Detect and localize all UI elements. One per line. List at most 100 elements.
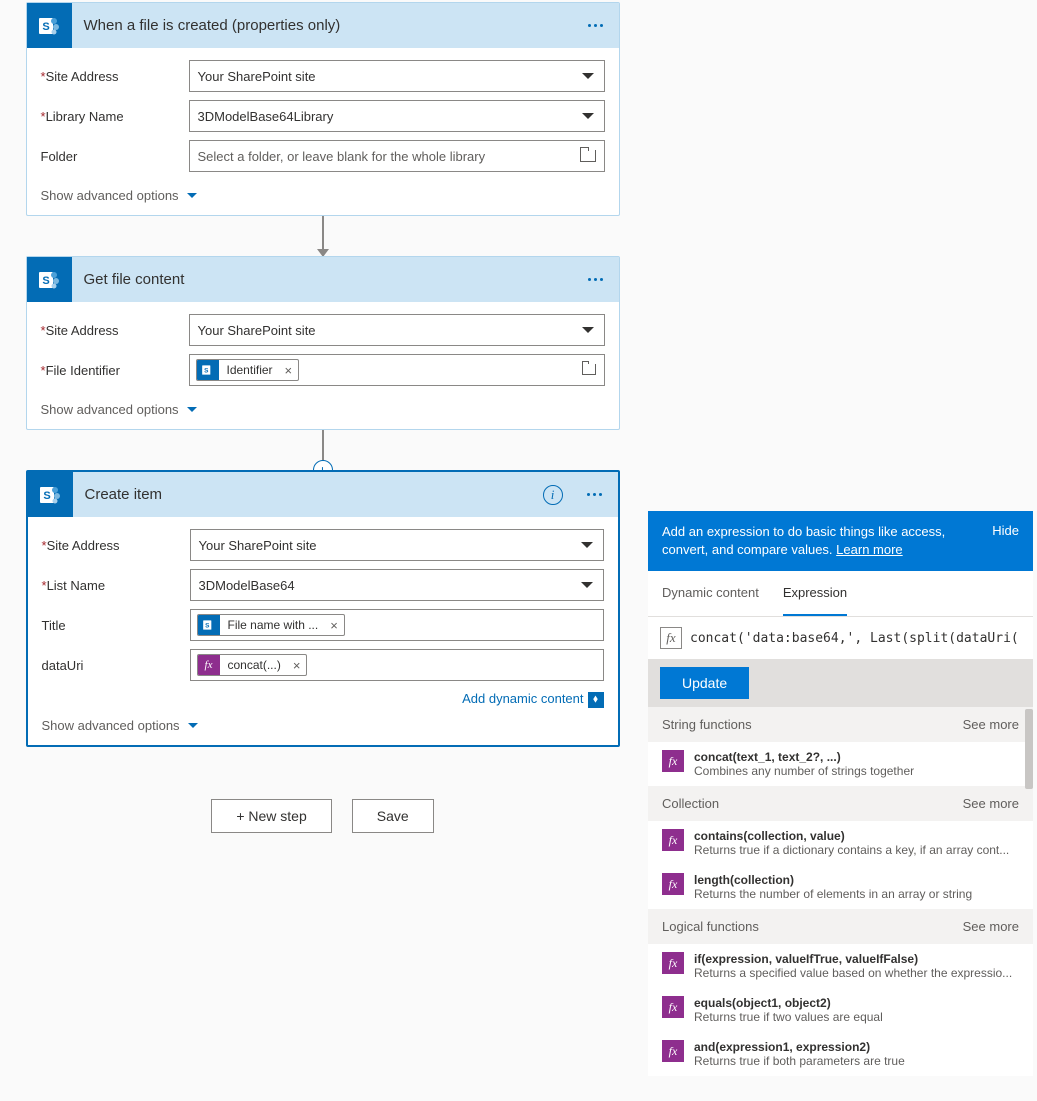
form-row: *Site AddressYour SharePoint site [41, 314, 605, 346]
show-advanced-link[interactable]: Show advanced options [42, 710, 604, 737]
card-body: *Site Address Your SharePoint site *List N… [28, 517, 618, 745]
function-signature: if(expression, valueIfTrue, valueIfFalse… [694, 952, 1019, 966]
dropdown-value: Your SharePoint site [198, 323, 316, 338]
hide-button[interactable]: Hide [992, 523, 1019, 559]
form-row: *Site Address Your SharePoint site [42, 529, 604, 561]
sharepoint-connector-icon: S [28, 472, 73, 517]
add-dynamic-badge-icon[interactable]: ⬧ [588, 692, 604, 708]
fx-icon: fx [662, 750, 684, 772]
function-item[interactable]: fx and(expression1, expression2)Returns t… [648, 1032, 1033, 1076]
card-title: Get file content [84, 271, 572, 288]
dropdown-value: Your SharePoint site [198, 69, 316, 84]
fx-icon: fx [662, 829, 684, 851]
expression-input-row: fx concat('data:base64,', Last(split(dat… [648, 617, 1033, 659]
dynamic-token[interactable]: fxconcat(...)× [197, 654, 308, 676]
card-body: *Site AddressYour SharePoint site*File I… [27, 302, 619, 429]
expression-panel: Add an expression to do basic things lik… [648, 511, 1033, 1076]
form-label: *List Name [42, 578, 182, 593]
function-signature: concat(text_1, text_2?, ...) [694, 750, 1019, 764]
card-menu-icon[interactable] [584, 20, 607, 31]
category-name: String functions [662, 717, 752, 732]
see-more-link[interactable]: See more [963, 919, 1019, 934]
token-label: concat(...) [220, 658, 287, 672]
form-row: dataUri fxconcat(...)× [42, 649, 604, 681]
function-description: Returns the number of elements in an arr… [694, 887, 1019, 901]
dropdown-input[interactable]: Your SharePoint site [190, 529, 604, 561]
function-category-header: String functions See more [648, 707, 1033, 742]
add-dynamic-content-link[interactable]: Add dynamic content [462, 691, 583, 706]
function-description: Returns true if both parameters are true [694, 1054, 1019, 1068]
save-button[interactable]: Save [352, 799, 434, 833]
fx-icon: fx [662, 952, 684, 974]
function-item[interactable]: fxequals(object1, object2)Returns true i… [648, 988, 1033, 1032]
svg-text:S: S [42, 21, 49, 33]
form-row: *Library Name 3DModelBase64Library [41, 100, 605, 132]
sharepoint-connector-icon: S [27, 257, 72, 302]
learn-more-link[interactable]: Learn more [836, 542, 902, 557]
form-label: *Library Name [41, 109, 181, 124]
card-header[interactable]: S When a file is created (properties only… [27, 3, 619, 48]
see-more-link[interactable]: See more [963, 717, 1019, 732]
token-input[interactable]: SFile name with ...× [190, 609, 604, 641]
function-description: Returns a specified value based on wheth… [694, 966, 1019, 980]
dynamic-token[interactable]: SFile name with ...× [197, 614, 345, 636]
action-card: S When a file is created (properties only… [26, 2, 620, 216]
function-item[interactable]: fxlength(collection)Returns the number o… [648, 865, 1033, 909]
svg-text:S: S [204, 367, 209, 374]
show-advanced-link[interactable]: Show advanced options [41, 394, 605, 421]
tab-expression[interactable]: Expression [783, 571, 847, 616]
action-button-row: + New step Save [0, 799, 645, 833]
function-item[interactable]: fxcontains(collection, value)Returns tru… [648, 821, 1033, 865]
flow-connector [322, 216, 324, 256]
form-label: Title [42, 618, 182, 633]
function-signature: and(expression1, expression2) [694, 1040, 1019, 1054]
token-remove-icon[interactable]: × [279, 363, 299, 378]
card-menu-icon[interactable] [584, 274, 607, 285]
placeholder-text: Select a folder, or leave blank for the … [198, 149, 486, 164]
sharepoint-icon: S [197, 359, 219, 381]
new-step-button[interactable]: + New step [211, 799, 331, 833]
token-input[interactable]: SIdentifier× [189, 354, 605, 386]
form-row: Title SFile name with ...× [42, 609, 604, 641]
expression-code-input[interactable]: concat('data:base64,', Last(split(dataUr… [690, 631, 1021, 646]
expression-tabs: Dynamic content Expression [648, 571, 1033, 617]
function-item[interactable]: fxconcat(text_1, text_2?, ...)Combines a… [648, 742, 1033, 786]
scrollbar-thumb[interactable] [1025, 709, 1033, 789]
dropdown-input[interactable]: Your SharePoint site [189, 60, 605, 92]
fx-icon: fx [662, 1040, 684, 1062]
dynamic-token[interactable]: SIdentifier× [196, 359, 300, 381]
info-icon[interactable]: i [543, 485, 563, 505]
form-label: Folder [41, 149, 181, 164]
dropdown-input[interactable]: 3DModelBase64 [190, 569, 604, 601]
see-more-link[interactable]: See more [963, 796, 1019, 811]
token-input[interactable]: fxconcat(...)× [190, 649, 604, 681]
token-remove-icon[interactable]: × [287, 658, 307, 673]
card-title: When a file is created (properties only) [84, 17, 572, 34]
svg-text:S: S [205, 622, 210, 629]
tab-dynamic-content[interactable]: Dynamic content [662, 571, 759, 616]
form-row: *Site AddressYour SharePoint site [41, 60, 605, 92]
update-button[interactable]: Update [660, 667, 749, 699]
card-header[interactable]: S Get file content [27, 257, 619, 302]
dropdown-value: 3DModelBase64Library [198, 109, 334, 124]
token-remove-icon[interactable]: × [324, 618, 344, 633]
card-menu-icon[interactable] [583, 489, 606, 500]
form-row: Folder Select a folder, or leave blank fo… [41, 140, 605, 172]
svg-text:S: S [42, 275, 49, 287]
category-name: Collection [662, 796, 719, 811]
category-name: Logical functions [662, 919, 759, 934]
fx-icon: fx [660, 627, 682, 649]
folder-icon[interactable] [582, 364, 596, 375]
fx-icon: fx [662, 996, 684, 1018]
card-header[interactable]: SCreate itemi [28, 472, 618, 517]
form-label: dataUri [42, 658, 182, 673]
sharepoint-connector-icon: S [27, 3, 72, 48]
folder-picker-input[interactable]: Select a folder, or leave blank for the … [189, 140, 605, 172]
function-item[interactable]: fx if(expression, valueIfTrue, valueIfFal… [648, 944, 1033, 988]
expression-panel-header: Add an expression to do basic things lik… [648, 511, 1033, 571]
dropdown-input[interactable]: 3DModelBase64Library [189, 100, 605, 132]
show-advanced-link[interactable]: Show advanced options [41, 180, 605, 207]
form-label: *Site Address [42, 538, 182, 553]
form-row: *List Name 3DModelBase64 [42, 569, 604, 601]
dropdown-input[interactable]: Your SharePoint site [189, 314, 605, 346]
